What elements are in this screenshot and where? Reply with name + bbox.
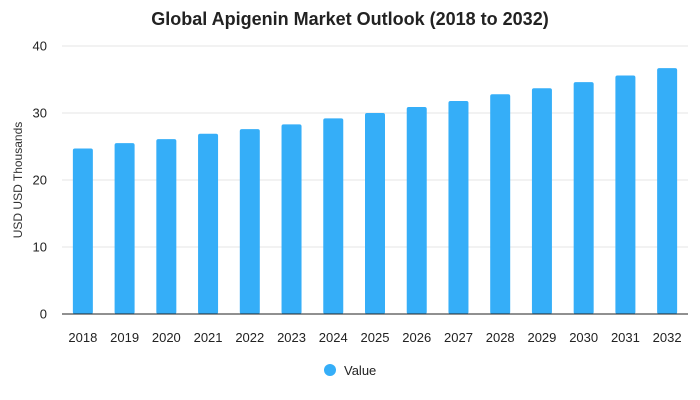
y-tick-label: 40 [33, 39, 47, 54]
x-tick-label: 2028 [486, 330, 515, 345]
x-tick-label: 2019 [110, 330, 139, 345]
bar-2023 [281, 124, 302, 314]
legend-label-value: Value [344, 363, 376, 378]
bar-2024 [323, 118, 344, 314]
x-tick-label: 2026 [402, 330, 431, 345]
x-tick-label: 2024 [319, 330, 348, 345]
x-tick-label: 2020 [152, 330, 181, 345]
bar-2026 [406, 106, 427, 314]
y-tick-label: 30 [33, 106, 47, 121]
x-tick-label: 2025 [361, 330, 390, 345]
x-tick-label: 2029 [527, 330, 556, 345]
bars [72, 68, 678, 315]
bar-2025 [365, 113, 385, 314]
bar-2032 [657, 68, 678, 314]
y-axis-label: USD USD Thousands [11, 122, 25, 239]
x-tick-label: 2023 [277, 330, 306, 345]
x-tick-label: 2030 [569, 330, 598, 345]
legend-swatch-value [324, 364, 336, 376]
x-tick-label: 2032 [653, 330, 682, 345]
x-axis-ticks: 2018 2019 2020 2021 2022 2023 2024 2025 2026 2027… [68, 330, 681, 345]
y-tick-label: 0 [40, 307, 47, 322]
legend: Value [324, 363, 376, 378]
bar-2029 [531, 88, 552, 315]
y-tick-label: 20 [33, 173, 47, 188]
bar-2020 [156, 139, 177, 314]
x-tick-label: 2022 [235, 330, 264, 345]
bar-2018 [72, 148, 93, 314]
bar-2027 [448, 100, 469, 314]
y-axis-ticks: 0 10 20 30 40 [33, 39, 47, 322]
bar-2021 [198, 133, 219, 314]
bar-2030 [573, 82, 594, 315]
y-tick-label: 10 [33, 240, 47, 255]
x-tick-label: 2021 [194, 330, 223, 345]
bar-2022 [239, 129, 260, 314]
x-tick-label: 2031 [611, 330, 640, 345]
bar-2031 [615, 75, 636, 314]
x-tick-label: 2018 [68, 330, 97, 345]
bar-2019 [114, 143, 135, 314]
x-tick-label: 2027 [444, 330, 473, 345]
bar-2028 [490, 94, 511, 315]
chart-title: Global Apigenin Market Outlook (2018 to … [151, 9, 548, 29]
